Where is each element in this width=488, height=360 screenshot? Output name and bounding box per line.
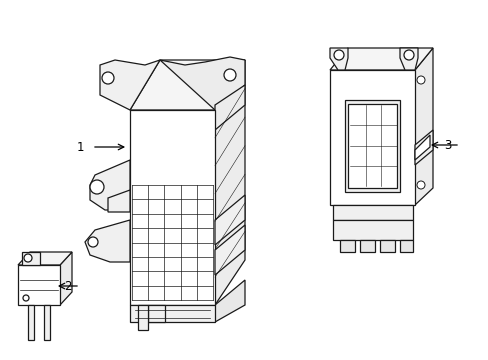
Polygon shape: [329, 70, 414, 205]
Polygon shape: [60, 252, 72, 305]
Polygon shape: [414, 135, 429, 160]
Polygon shape: [379, 240, 394, 252]
Polygon shape: [108, 190, 130, 212]
Polygon shape: [18, 252, 72, 265]
Polygon shape: [85, 220, 130, 262]
Polygon shape: [347, 104, 396, 188]
Text: 2: 2: [64, 279, 72, 292]
Polygon shape: [399, 48, 417, 70]
Polygon shape: [44, 305, 50, 340]
Polygon shape: [18, 265, 60, 305]
Polygon shape: [329, 48, 347, 70]
Polygon shape: [332, 205, 412, 220]
Polygon shape: [332, 220, 412, 240]
Circle shape: [224, 69, 236, 81]
Polygon shape: [345, 100, 399, 192]
Polygon shape: [138, 305, 148, 330]
Polygon shape: [28, 305, 34, 340]
Circle shape: [102, 72, 114, 84]
Polygon shape: [215, 225, 244, 275]
Polygon shape: [100, 60, 160, 110]
Polygon shape: [414, 48, 432, 205]
Polygon shape: [195, 280, 244, 322]
Polygon shape: [160, 57, 244, 110]
Polygon shape: [148, 305, 164, 322]
Circle shape: [416, 76, 424, 84]
Polygon shape: [130, 110, 215, 305]
Polygon shape: [130, 305, 215, 322]
Polygon shape: [215, 195, 244, 245]
Polygon shape: [329, 48, 432, 70]
Text: 3: 3: [444, 139, 451, 152]
Circle shape: [90, 180, 104, 194]
Polygon shape: [399, 240, 412, 252]
Polygon shape: [90, 160, 130, 210]
Circle shape: [333, 50, 343, 60]
Text: 1: 1: [76, 140, 83, 153]
Circle shape: [24, 254, 32, 262]
Polygon shape: [22, 252, 40, 265]
Circle shape: [416, 181, 424, 189]
Polygon shape: [130, 60, 244, 110]
Polygon shape: [339, 240, 354, 252]
Circle shape: [88, 237, 98, 247]
Polygon shape: [215, 85, 244, 130]
Polygon shape: [414, 130, 432, 165]
Polygon shape: [215, 60, 244, 305]
Circle shape: [23, 295, 29, 301]
Circle shape: [403, 50, 413, 60]
Polygon shape: [359, 240, 374, 252]
